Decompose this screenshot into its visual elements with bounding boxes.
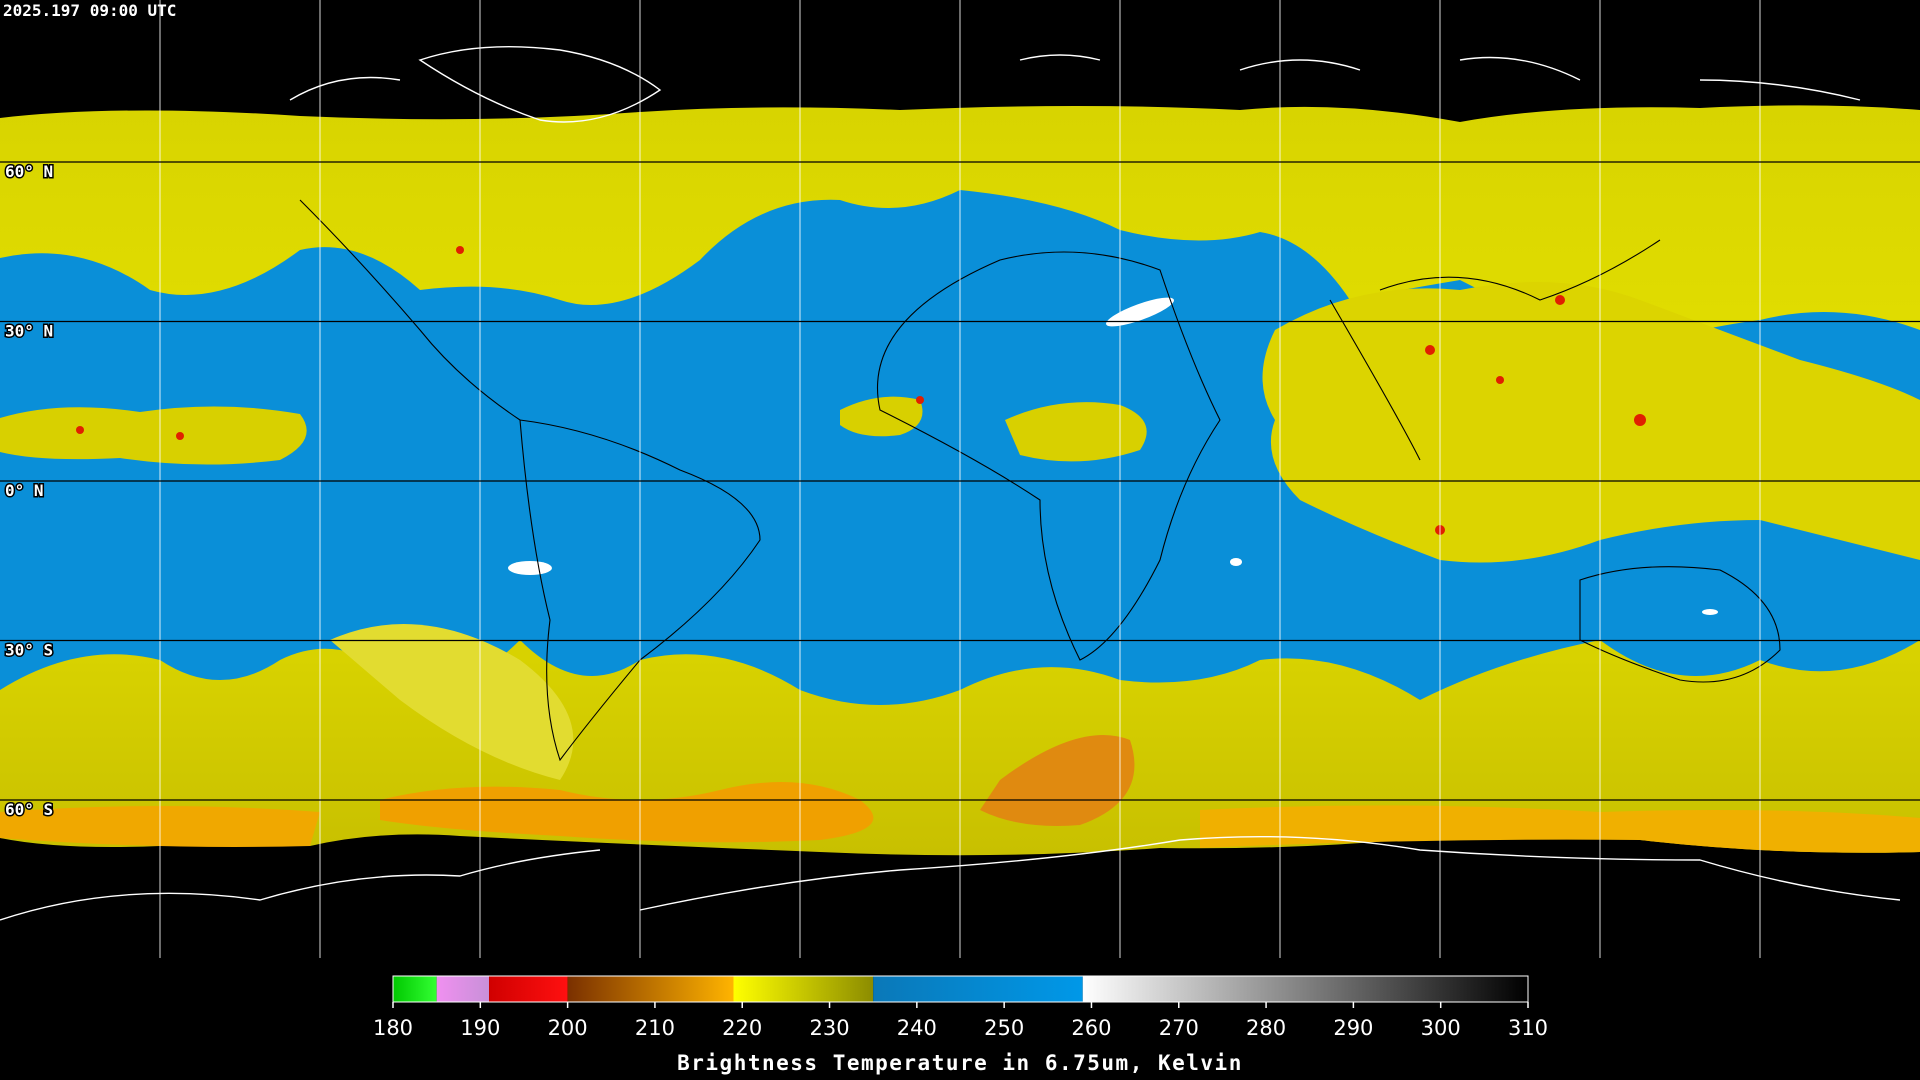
colorbar-segment — [1082, 976, 1528, 1002]
atlantic-clouds — [840, 396, 923, 437]
colorbar-tick-label: 300 — [1421, 1016, 1461, 1040]
colorbar-title: Brightness Temperature in 6.75um, Kelvin — [677, 1051, 1243, 1075]
south-pacific-clouds — [330, 624, 574, 780]
colorbar-segment — [733, 976, 874, 1002]
southern-cold-band-east — [1200, 805, 1920, 853]
dry-spots — [508, 297, 1718, 615]
colorbar-tick-label: 280 — [1246, 1016, 1286, 1040]
colorbar-segment — [393, 976, 437, 1002]
colorbar-tick-label: 190 — [460, 1016, 500, 1040]
southern-cold-core — [980, 735, 1135, 826]
latitude-label: 60° S — [5, 800, 53, 819]
colorbar-tick-label: 200 — [548, 1016, 588, 1040]
latitude-label: 30° N — [5, 322, 53, 341]
continent-coasts — [299, 199, 1661, 461]
colorbar-tick-label: 250 — [984, 1016, 1024, 1040]
deep-convection — [76, 246, 1646, 535]
colorbar-segment — [436, 976, 490, 1002]
colorbar-tick-label: 310 — [1508, 1016, 1548, 1040]
itcz-clouds — [0, 406, 307, 465]
australia-coast — [1579, 566, 1781, 683]
colorbar-tick-label: 260 — [1071, 1016, 1111, 1040]
africa-clouds — [1005, 402, 1147, 462]
colorbar-segment — [873, 976, 1083, 1002]
arctic-coasts — [289, 54, 1861, 101]
colorbar-tick-label: 210 — [635, 1016, 675, 1040]
colorbar-segment — [567, 976, 734, 1002]
graticule: 60° N 30° N 0° N 30° S 60° S — [5, 0, 1761, 958]
southern-cold-area — [380, 782, 874, 843]
colorbar-frame — [392, 975, 1529, 1003]
colorbar-tick-label: 230 — [809, 1016, 849, 1040]
timestamp: 2025.197 09:00 UTC — [3, 1, 176, 20]
colorbar-tick-label: 270 — [1159, 1016, 1199, 1040]
colorbar-tick-label: 180 — [373, 1016, 413, 1040]
latitude-label: 60° N — [5, 162, 53, 181]
colorbar-tick-label: 240 — [897, 1016, 937, 1040]
colorbar-tick-label: 290 — [1333, 1016, 1373, 1040]
colorbar-segment — [489, 976, 568, 1002]
colorbar: 180 190 200 210 220 230 240 250 260 270 280 290 300 3… — [373, 975, 1548, 1075]
antarctic-coast — [0, 835, 1901, 921]
greenland-coast — [418, 45, 662, 123]
colorbar-tick-label: 220 — [722, 1016, 762, 1040]
latitude-label: 0° N — [5, 481, 44, 500]
latitude-label: 30° S — [5, 641, 53, 660]
